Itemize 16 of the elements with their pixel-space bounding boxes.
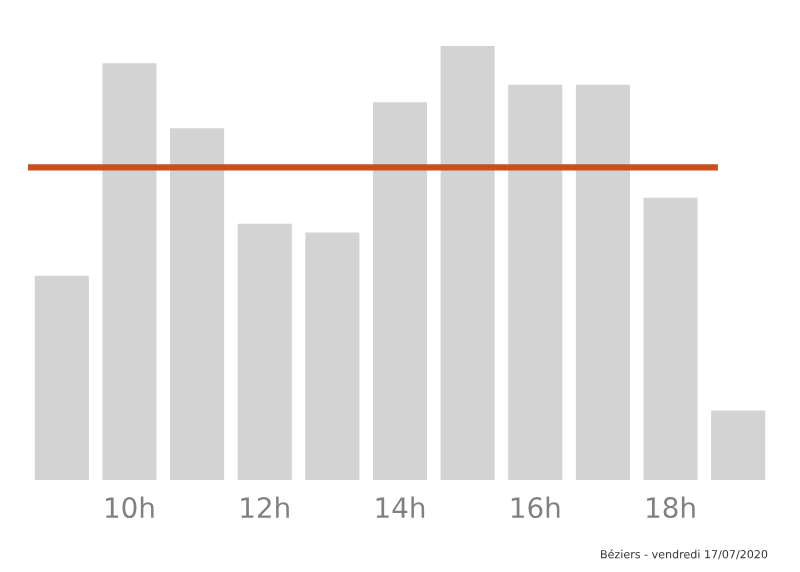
- bar: [372, 102, 428, 480]
- bar: [237, 223, 292, 480]
- bar: [440, 45, 495, 480]
- bar: [711, 410, 766, 480]
- bar: [170, 128, 225, 480]
- bar: [575, 84, 630, 480]
- bar: [34, 275, 89, 480]
- bar: [305, 232, 360, 480]
- x-tick-label: 10h: [106, 496, 154, 519]
- x-tick-label: 18h: [647, 496, 695, 519]
- bar: [102, 63, 157, 480]
- x-tick-label: 14h: [376, 496, 425, 518]
- x-tick-label: 12h: [241, 496, 289, 518]
- bar: [643, 197, 698, 480]
- bar: [508, 84, 563, 480]
- x-tick-label: 16h: [511, 496, 560, 519]
